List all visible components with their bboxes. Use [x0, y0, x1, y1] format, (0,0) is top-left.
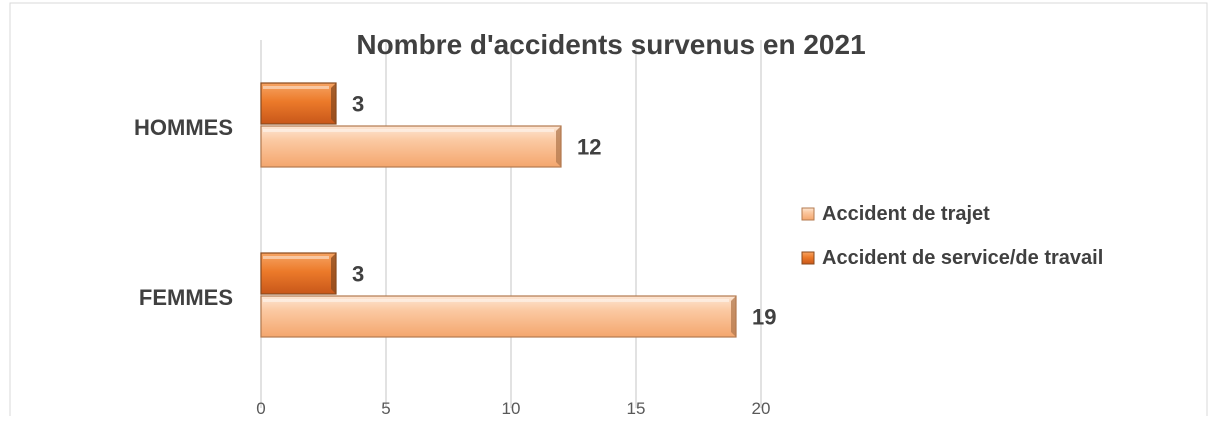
- legend-label: Accident de service/de travail: [822, 247, 1103, 269]
- y-category-label-femmes: FEMMES: [139, 285, 233, 310]
- x-tick-label: 15: [627, 399, 646, 416]
- legend-item-accident-de-trajet: Accident de trajet: [801, 203, 990, 225]
- bar-highlight: [263, 256, 329, 259]
- legend: Accident de trajet Accident de service/de…: [801, 203, 1103, 269]
- bar-body: [260, 82, 337, 125]
- data-label-femmes-accident-de-trajet: 19: [752, 305, 776, 330]
- data-label-hommes-accident-de-service-de-travail: 3: [352, 92, 364, 117]
- x-tick-label: 20: [752, 399, 771, 416]
- legend-swatch: [801, 207, 815, 221]
- bar-hommes-accident-de-service-de-travail: [260, 82, 337, 125]
- bar-bevel: [331, 83, 336, 124]
- chart-border: [9, 2, 1208, 421]
- bar-body: [260, 125, 562, 168]
- bar-hommes-accident-de-trajet: [260, 125, 562, 168]
- bars-group: [260, 82, 737, 338]
- bar-highlight: [263, 129, 554, 132]
- x-tick-label: 0: [256, 399, 265, 416]
- bar-femmes-accident-de-service-de-travail: [260, 252, 337, 295]
- x-tick-label: 10: [502, 399, 521, 416]
- bar-femmes-accident-de-trajet: [260, 295, 737, 338]
- data-label-femmes-accident-de-service-de-travail: 3: [352, 262, 364, 287]
- legend-item-accident-de-service-de-travail: Accident de service/de travail: [801, 247, 1103, 269]
- y-category-label-hommes: HOMMES: [134, 115, 233, 140]
- data-label-hommes-accident-de-trajet: 12: [577, 135, 601, 160]
- bar-bevel: [556, 126, 561, 167]
- labels-group: HOMMES 12 3 FEMMES 19 3: [134, 92, 776, 330]
- legend-swatch: [801, 251, 815, 265]
- bar-bevel: [731, 296, 736, 337]
- chart-title: Nombre d'accidents survenus en 2021: [356, 29, 865, 60]
- gridlines: 0 5 10 15 20: [256, 40, 771, 418]
- x-tick-label: 5: [381, 399, 390, 416]
- bar-body: [260, 252, 337, 295]
- bar-highlight: [263, 299, 729, 302]
- bar-bevel: [331, 253, 336, 294]
- bar-highlight: [263, 86, 329, 89]
- legend-label: Accident de trajet: [822, 203, 990, 225]
- bar-body: [260, 295, 737, 338]
